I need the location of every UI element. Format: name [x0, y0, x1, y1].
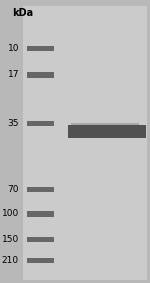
FancyBboxPatch shape — [27, 121, 54, 126]
FancyBboxPatch shape — [71, 123, 139, 126]
FancyBboxPatch shape — [27, 187, 54, 192]
Text: 35: 35 — [8, 119, 19, 128]
FancyBboxPatch shape — [27, 211, 54, 217]
FancyBboxPatch shape — [27, 258, 54, 263]
Text: 100: 100 — [2, 209, 19, 218]
FancyBboxPatch shape — [27, 237, 54, 242]
FancyBboxPatch shape — [23, 6, 147, 280]
Text: kDa: kDa — [12, 8, 33, 18]
Text: 150: 150 — [2, 235, 19, 244]
Text: 10: 10 — [8, 44, 19, 53]
FancyBboxPatch shape — [27, 46, 54, 51]
Text: 17: 17 — [8, 70, 19, 80]
Text: 70: 70 — [8, 185, 19, 194]
FancyBboxPatch shape — [27, 72, 54, 78]
FancyBboxPatch shape — [68, 125, 146, 138]
Text: 210: 210 — [2, 256, 19, 265]
